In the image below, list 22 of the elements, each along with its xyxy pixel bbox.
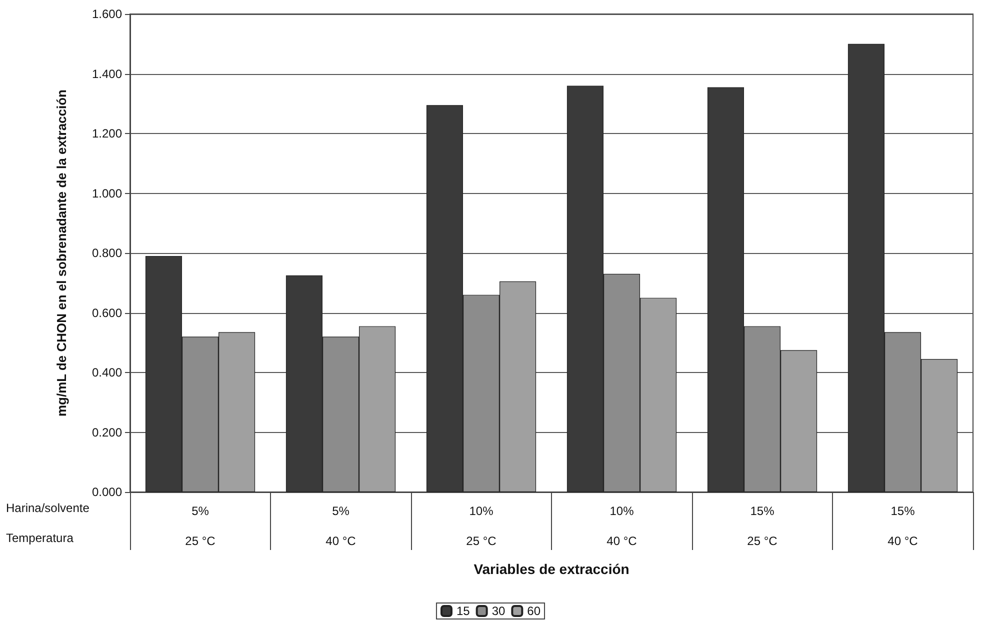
legend-label: 60 — [527, 604, 541, 618]
y-tick-label: 1.400 — [92, 66, 122, 81]
text: Temperatura — [6, 531, 74, 545]
legend-label: 15 — [456, 604, 470, 618]
y-tick-label: 0.200 — [92, 425, 122, 440]
category-label: 5% 40 °C — [326, 504, 356, 548]
category-label: 10% 25 °C — [466, 504, 496, 548]
category-label: 10% 40 °C — [606, 504, 637, 548]
category-label: 15% 25 °C — [747, 504, 778, 548]
y-tick-label: 0.600 — [92, 306, 122, 320]
category-label: 15% 40 °C — [888, 504, 918, 548]
category-label: 5% 25 °C — [185, 504, 216, 548]
y-tick-label: 1.200 — [92, 126, 122, 140]
y-tick-label: 1.000 — [92, 186, 122, 200]
y-tick-label: 0.000 — [92, 485, 122, 499]
y-axis-title: mg/mL de CHON en el sobrenadante de la extracción — [54, 89, 69, 417]
y-tick-label: 0.400 — [92, 366, 122, 380]
x-axis-title: Variables de extracción — [474, 561, 630, 577]
legend-label: 30 — [492, 604, 506, 618]
y-tick-label: 1.600 — [92, 7, 122, 21]
y-tick-label: 0.800 — [92, 246, 122, 260]
text: Harina/solvente — [6, 501, 90, 515]
